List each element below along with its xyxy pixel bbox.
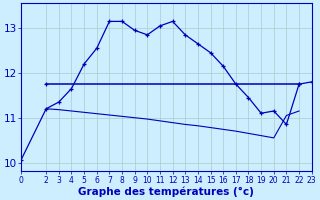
X-axis label: Graphe des températures (°c): Graphe des températures (°c) [78, 186, 254, 197]
